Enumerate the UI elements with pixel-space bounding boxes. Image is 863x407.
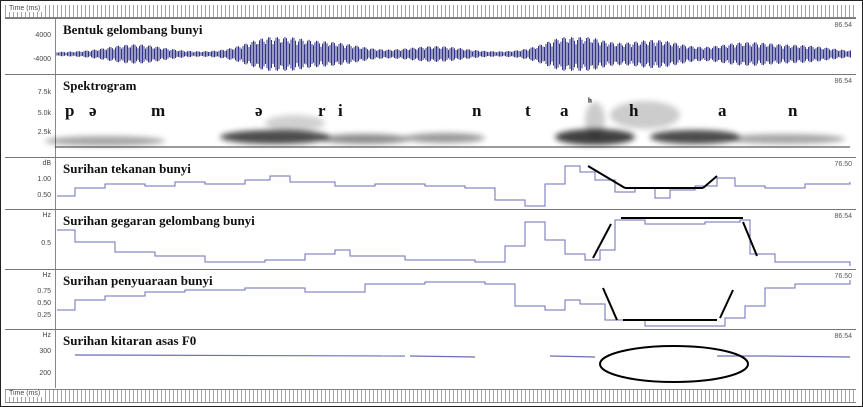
waveform-title: Bentuk gelombang bunyi	[63, 22, 203, 37]
time-ruler-label: Time (ms)	[7, 5, 43, 12]
phoneme-label: ə	[255, 101, 263, 120]
phoneme-label: a	[560, 101, 569, 120]
axis-tick: 300	[39, 348, 51, 355]
f0-title: Surihan kitaran asas F0	[63, 333, 197, 348]
jitter-plot	[57, 217, 851, 266]
panel-right-value: 86.54	[834, 213, 852, 220]
axis-tick: Hz	[42, 212, 51, 219]
axis-tick: 5.0k	[37, 110, 51, 117]
axis-tick: 1.00	[37, 176, 51, 183]
time-ruler-bottom[interactable]: Time (ms)	[5, 389, 856, 403]
jitter-title: Surihan gegaran gelombang bunyi	[63, 213, 255, 228]
time-ruler-label: Time (ms)	[7, 390, 43, 397]
f0-panel[interactable]: Hz 300 200 Surihan kitaran asas F0 86.54	[5, 329, 856, 388]
voicing-plot	[57, 280, 851, 327]
phoneme-label: ʰ	[588, 95, 592, 109]
axis-tick: 0.25	[37, 312, 51, 319]
axis-tick: dB	[42, 160, 51, 167]
axis-tick: 0.50	[37, 300, 51, 307]
axis-tick: Hz	[42, 332, 51, 339]
phoneme-label: p	[65, 101, 75, 120]
spectrogram-title: Spektrogram	[63, 78, 137, 93]
axis-tick: 2.5k	[37, 129, 51, 136]
f0-axis: Hz 300 200	[5, 330, 56, 388]
phoneme-label: i	[338, 101, 343, 120]
waveform-axis: 4000 -4000	[5, 19, 56, 75]
axis-tick: 0.50	[37, 192, 51, 199]
phoneme-label: n	[472, 101, 482, 120]
voicing-title: Surihan penyuaraan bunyi	[63, 273, 213, 288]
panel-right-value: 86.54	[834, 22, 852, 29]
phoneme-label: ə	[89, 101, 97, 120]
panel-right-value: 76.50	[834, 161, 852, 168]
phoneme-label: a	[718, 101, 727, 120]
phoneme-label: m	[151, 101, 166, 120]
axis-tick: 4000	[35, 32, 51, 39]
axis-tick: 7.5k	[37, 89, 51, 96]
f0-plot	[74, 345, 851, 383]
axis-tick: 0.5	[41, 240, 51, 247]
intensity-panel[interactable]: dB 1.00 0.50 Surihan tekanan bunyi 76.50	[5, 157, 856, 210]
intensity-plot	[57, 165, 851, 207]
voicing-panel[interactable]: Hz 0.75 0.50 0.25 Surihan penyuaraan bun…	[5, 269, 856, 330]
intensity-axis: dB 1.00 0.50	[5, 158, 56, 210]
axis-tick: 0.75	[37, 288, 51, 295]
panel-right-value: 86.54	[834, 333, 852, 340]
spectrogram-panel[interactable]: 7.5k 5.0k 2.5k Spektrogram 86.5	[5, 74, 856, 158]
time-ruler-top[interactable]: Time (ms)	[5, 5, 856, 18]
spectrogram-plot	[45, 101, 850, 148]
spectrogram-axis: 7.5k 5.0k 2.5k	[5, 75, 56, 158]
panel-right-value: 86.54	[834, 78, 852, 85]
axis-tick: Hz	[42, 272, 51, 279]
jitter-axis: Hz 0.5	[5, 210, 56, 270]
panel-right-value: 76.50	[834, 273, 852, 280]
intensity-title: Surihan tekanan bunyi	[63, 161, 191, 176]
waveform-plot	[56, 37, 851, 71]
phoneme-label: r	[318, 101, 326, 120]
jitter-panel[interactable]: Hz 0.5 Surihan gegaran gelombang bunyi 8…	[5, 209, 856, 270]
voicing-axis: Hz 0.75 0.50 0.25	[5, 270, 56, 330]
phoneme-label: h	[629, 101, 639, 120]
axis-tick: 200	[39, 370, 51, 377]
phoneme-label: t	[525, 101, 531, 120]
axis-tick: -4000	[33, 56, 51, 63]
phoneme-label: n	[788, 101, 798, 120]
waveform-panel[interactable]: 4000 -4000 Bentuk gelombang bunyi 86.54	[5, 18, 856, 75]
